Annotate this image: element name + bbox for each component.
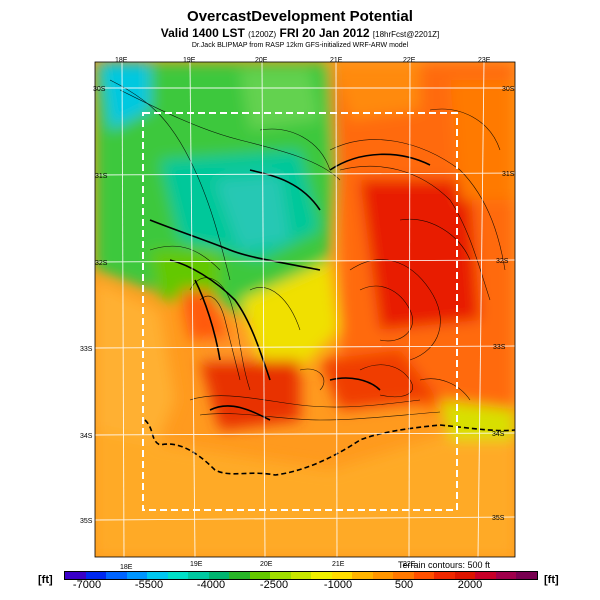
terrain-contour-note: Terrain contours: 500 ft <box>398 560 491 570</box>
utc-time-label: (1200Z) <box>248 30 277 39</box>
lat-label-left: 30S <box>93 86 106 93</box>
colorbar-swatch <box>413 572 435 579</box>
colorbar-tick-label: 500 <box>394 579 414 591</box>
colorbar-unit-left: [ft] <box>38 574 53 586</box>
lat-label-left: 35S <box>80 518 93 525</box>
colorbar-swatch <box>270 572 291 579</box>
colorbar-tick-label: -2500 <box>259 579 289 591</box>
valid-time-label: Valid 1400 LST <box>160 26 245 40</box>
colorbar-tick-label: -7000 <box>72 579 102 591</box>
colorbar-swatch <box>372 572 394 579</box>
colorbar-ticks: -7000 -5500 -4000 -2500 -1000 500 2000 <box>0 579 600 593</box>
inner-domain-box <box>142 112 458 511</box>
lon-label-bottom: 19E <box>190 561 203 568</box>
lat-lon-grid <box>95 62 515 557</box>
lon-label-bottom: 18E <box>120 564 133 571</box>
colorbar-swatch <box>495 572 517 579</box>
lat-label-left: 31S <box>95 173 108 180</box>
colorbar-swatch <box>352 572 373 579</box>
lon-label-bottom: 22E <box>403 561 416 568</box>
colorbar-tick-label: -4000 <box>196 579 226 591</box>
lat-label-right: 30S <box>502 86 515 93</box>
lon-label-bottom: 20E <box>260 561 273 568</box>
date-label: FRI 20 Jan 2012 <box>279 26 370 40</box>
lat-label-right: 31S <box>502 171 515 178</box>
lat-label-right: 34S <box>492 431 505 438</box>
lat-label-right: 33S <box>493 344 506 351</box>
colorbar-swatch <box>106 572 127 579</box>
colorbar-tick-label: -1000 <box>323 579 353 591</box>
colorbar-swatch <box>393 572 414 579</box>
colorbar-swatch <box>167 572 189 579</box>
colorbar-swatch <box>85 572 107 579</box>
map-frame <box>94 61 516 558</box>
colorbar-swatch <box>434 572 455 579</box>
colorbar-swatch <box>516 572 537 579</box>
lat-label-left: 32S <box>95 260 108 267</box>
valid-time-subtitle: Valid 1400 LST (1200Z) FRI 20 Jan 2012 [… <box>0 26 600 40</box>
lat-label-left: 33S <box>80 346 93 353</box>
colorbar-swatch <box>290 572 312 579</box>
lon-label-top: 18E <box>115 57 128 64</box>
colorbar-tick-label: 2000 <box>457 579 483 591</box>
lon-label-top: 21E <box>330 57 343 64</box>
colorbar-swatch <box>249 572 271 579</box>
overcast-contours <box>149 153 431 421</box>
colorbar-swatch <box>147 572 168 579</box>
overcast-potential-field <box>95 62 515 557</box>
model-source-line: Dr.Jack BLIPMAP from RASP 12km GFS-initi… <box>191 42 409 49</box>
colorbar-swatch <box>65 572 86 579</box>
colorbar-swatch <box>188 572 209 579</box>
colorbar <box>64 571 538 580</box>
forecast-label: [18hrFcst@2201Z] <box>372 30 440 39</box>
colorbar-swatch <box>454 572 476 579</box>
colorbar-tick-label: -5500 <box>134 579 164 591</box>
colorbar-swatch <box>229 572 250 579</box>
lon-label-top: 19E <box>183 57 196 64</box>
colorbar-swatch <box>208 572 230 579</box>
lon-label-top: 23E <box>478 57 491 64</box>
lat-label-right: 32S <box>496 258 509 265</box>
lat-label-left: 34S <box>80 433 93 440</box>
colorbar-swatch <box>126 572 148 579</box>
lon-label-bottom: 21E <box>332 561 345 568</box>
colorbar-swatch <box>475 572 496 579</box>
lon-label-top: 22E <box>403 57 416 64</box>
lat-label-right: 35S <box>492 515 505 522</box>
chart-title: OvercastDevelopment Potential <box>187 8 413 25</box>
lon-label-top: 20E <box>255 57 268 64</box>
colorbar-swatch <box>331 572 353 579</box>
colorbar-unit-right: [ft] <box>544 574 559 586</box>
grid-labels: 18E 19E 20E 21E 22E 23E 18E 19E 20E 21E … <box>80 57 515 571</box>
colorbar-swatch <box>311 572 332 579</box>
